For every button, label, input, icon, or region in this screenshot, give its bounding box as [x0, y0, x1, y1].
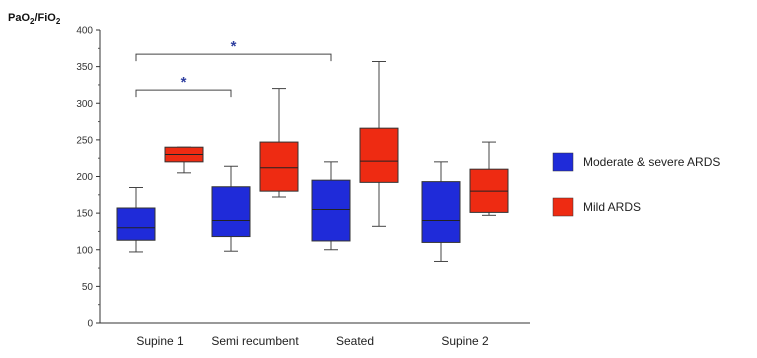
legend-item: Moderate & severe ARDS: [552, 152, 720, 172]
significance-brackets: **: [135, 38, 332, 98]
y-tick-label: 0: [87, 319, 93, 330]
legend-swatch: [552, 197, 574, 217]
y-tick-label: 150: [76, 209, 93, 220]
legend-item: Mild ARDS: [552, 197, 641, 217]
iqr-box: [259, 141, 299, 192]
y-tick-label: 50: [82, 282, 94, 293]
x-category-label: Supine 2: [441, 334, 489, 348]
iqr-box: [359, 127, 399, 183]
legend-swatch: [552, 152, 574, 172]
legend-label: Moderate & severe ARDS: [583, 155, 720, 169]
iqr-box: [421, 181, 461, 243]
axes: 0 50 100 150 200 250 300 350 400 Supine 1 Semi rec…: [76, 26, 530, 348]
bracket-line: [135, 89, 232, 98]
iqr-box: [211, 186, 251, 238]
x-category-label: Supine 1: [136, 334, 184, 348]
box-plot: [259, 88, 299, 198]
iqr-box: [116, 207, 156, 241]
box-plot: [359, 60, 399, 227]
significance-bracket: *: [135, 38, 332, 62]
y-title-mid: /FiO: [34, 12, 56, 24]
y-axis-title: PaO2/FiO2: [8, 12, 61, 26]
x-category-label: Semi recumbent: [211, 334, 299, 348]
box-plot: [469, 141, 509, 216]
legend: Moderate & severe ARDS Mild ARDS: [552, 152, 720, 217]
box-plot: [164, 146, 204, 174]
y-tick-label: 200: [76, 172, 93, 183]
box-series: [116, 60, 509, 262]
box-plot: [421, 161, 461, 262]
significance-bracket: *: [135, 74, 232, 98]
iqr-box: [311, 179, 351, 242]
significance-star: *: [181, 74, 187, 91]
box-plot: [211, 165, 251, 252]
y-tick-label: 100: [76, 245, 93, 256]
significance-star: *: [231, 38, 237, 55]
y-tick-label: 250: [76, 135, 93, 146]
x-category-label: Seated: [336, 334, 374, 348]
legend-label: Mild ARDS: [583, 200, 641, 214]
box-plot: [116, 186, 156, 253]
box-plot: [311, 161, 351, 251]
bracket-line: [135, 53, 332, 62]
y-tick-label: 400: [76, 26, 93, 37]
y-tick-label: 300: [76, 99, 93, 110]
y-title-sub1: 2: [30, 17, 35, 26]
y-tick-label: 350: [76, 62, 93, 73]
y-title-sub2: 2: [56, 17, 61, 26]
y-title-main: PaO: [8, 12, 30, 24]
